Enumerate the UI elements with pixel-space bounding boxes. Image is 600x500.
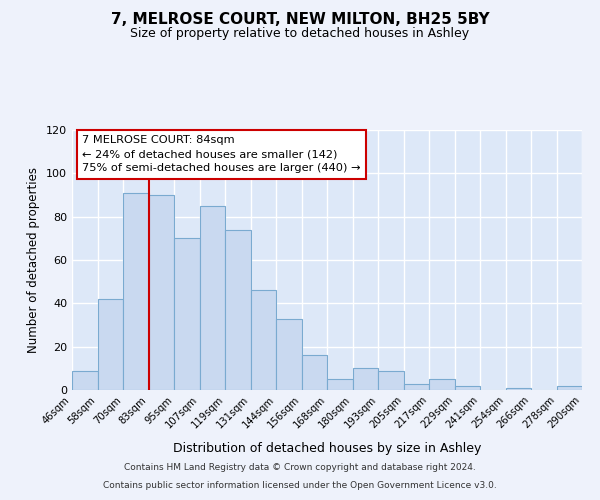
Bar: [149, 195, 174, 390]
Bar: [302, 356, 327, 390]
Bar: [353, 368, 378, 390]
Text: Size of property relative to detached houses in Ashley: Size of property relative to detached ho…: [130, 28, 470, 40]
Text: Contains HM Land Registry data © Crown copyright and database right 2024.: Contains HM Land Registry data © Crown c…: [124, 463, 476, 472]
Bar: [276, 318, 302, 390]
Bar: [327, 379, 353, 390]
Bar: [225, 230, 251, 390]
Bar: [378, 370, 404, 390]
Bar: [123, 193, 149, 390]
Bar: [72, 370, 97, 390]
Bar: [429, 379, 455, 390]
Text: 7, MELROSE COURT, NEW MILTON, BH25 5BY: 7, MELROSE COURT, NEW MILTON, BH25 5BY: [110, 12, 490, 28]
Text: Contains public sector information licensed under the Open Government Licence v3: Contains public sector information licen…: [103, 480, 497, 490]
Bar: [174, 238, 199, 390]
Bar: [455, 386, 480, 390]
Bar: [199, 206, 225, 390]
Bar: [97, 299, 123, 390]
Bar: [557, 386, 582, 390]
Bar: [251, 290, 276, 390]
Text: 7 MELROSE COURT: 84sqm
← 24% of detached houses are smaller (142)
75% of semi-de: 7 MELROSE COURT: 84sqm ← 24% of detached…: [82, 135, 361, 173]
Bar: [505, 388, 531, 390]
Y-axis label: Number of detached properties: Number of detached properties: [28, 167, 40, 353]
Bar: [404, 384, 429, 390]
X-axis label: Distribution of detached houses by size in Ashley: Distribution of detached houses by size …: [173, 442, 481, 454]
